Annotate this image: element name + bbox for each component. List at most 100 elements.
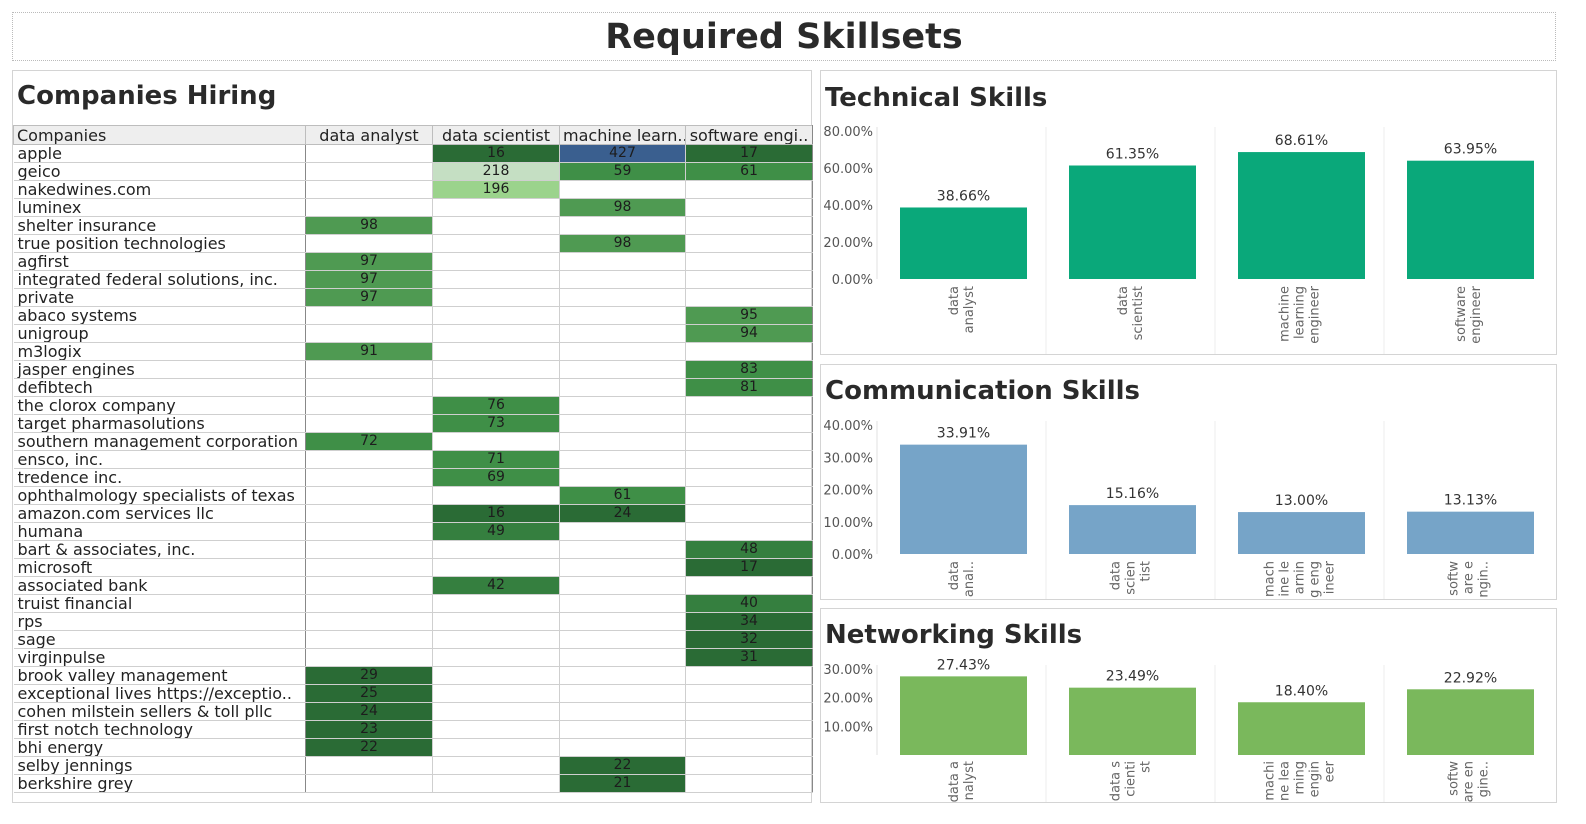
heatmap-cell bbox=[432, 774, 560, 793]
table-row: cohen milstein sellers & toll pllc 24 bbox=[13, 702, 813, 721]
heatmap-cell: 73 bbox=[432, 414, 560, 433]
bar bbox=[1069, 687, 1196, 755]
heatmap-cell: 40 bbox=[685, 594, 813, 613]
category-tick-line: nalyst bbox=[962, 761, 977, 800]
company-name: sage bbox=[13, 630, 306, 649]
company-name: jasper engines bbox=[13, 360, 306, 379]
category-tick-line: st bbox=[1139, 761, 1154, 773]
y-tick-label: 10.00% bbox=[823, 516, 873, 531]
heatmap-cell bbox=[685, 738, 813, 757]
category-tick-line: cienti bbox=[1124, 761, 1139, 797]
heatmap-cell: 24 bbox=[559, 504, 686, 523]
category-tick-line: engin bbox=[1308, 761, 1323, 797]
bar-value-label: 22.92% bbox=[1444, 670, 1497, 686]
y-tick-label: 40.00% bbox=[823, 199, 873, 214]
category-tick-line: tist bbox=[1139, 561, 1154, 582]
heatmap-cell: 17 bbox=[685, 558, 813, 577]
heatmap-cell bbox=[685, 684, 813, 703]
y-tick-label: 0.00% bbox=[832, 273, 873, 288]
category-tick-line: data a bbox=[947, 761, 962, 802]
heatmap-cell bbox=[685, 342, 813, 361]
technical-skills-chart: 0.00%20.00%40.00%60.00%80.00%38.66%data a… bbox=[823, 125, 1534, 354]
table-row: first notch technology 23 bbox=[13, 720, 813, 739]
table-row: jasper engines 83 bbox=[13, 360, 813, 379]
table-row: amazon.com services llc 16 24 bbox=[13, 504, 813, 523]
heatmap-cell bbox=[305, 540, 433, 559]
heatmap-cell bbox=[305, 144, 433, 163]
category-tick-line: data bbox=[947, 561, 962, 590]
heatmap-cell bbox=[432, 270, 560, 289]
company-name: nakedwines.com bbox=[13, 180, 306, 199]
table-row: brook valley management 29 bbox=[13, 666, 813, 685]
heatmap-cell bbox=[559, 738, 686, 757]
company-name: shelter insurance bbox=[13, 216, 306, 235]
category-tick-line: data bbox=[1109, 561, 1124, 590]
bar-value-label: 13.13% bbox=[1444, 493, 1497, 509]
bar bbox=[900, 444, 1027, 554]
heatmap-cell bbox=[305, 324, 433, 343]
heatmap-cell bbox=[685, 504, 813, 523]
company-name: southern management corporation bbox=[13, 432, 306, 451]
y-tick-label: 10.00% bbox=[823, 720, 873, 735]
dashboard-title-box: Required Skillsets bbox=[12, 12, 1556, 61]
y-tick-label: 30.00% bbox=[823, 663, 873, 678]
heatmap-cell bbox=[305, 576, 433, 595]
company-name: integrated federal solutions, inc. bbox=[13, 270, 306, 289]
table-row: berkshire grey 21 bbox=[13, 774, 813, 793]
heatmap-cell bbox=[685, 666, 813, 685]
heatmap-cell: 97 bbox=[305, 270, 433, 289]
y-tick-label: 0.00% bbox=[832, 548, 873, 563]
category-tick-line: data bbox=[1116, 286, 1131, 315]
table-row: rps 34 bbox=[13, 612, 813, 631]
networking-skills-chart: 10.00% 20.00% 30.00% 27.43% data a nalyst 23.4… bbox=[823, 657, 1534, 802]
column-header-1: data analyst bbox=[305, 125, 433, 145]
heatmap-cell bbox=[432, 594, 560, 613]
heatmap-cell bbox=[685, 270, 813, 289]
heatmap-cell bbox=[559, 468, 686, 487]
heatmap-cell: 17 bbox=[685, 144, 813, 163]
heatmap-cell: 83 bbox=[685, 360, 813, 379]
category-tick-line: engineer bbox=[1308, 285, 1323, 343]
communication-skills-chart: 0.00%10.00%20.00%30.00%40.00% 33.91%data a… bbox=[823, 419, 1534, 599]
heatmap-cell bbox=[305, 468, 433, 487]
bar-value-label: 33.91% bbox=[937, 426, 990, 442]
category-tick-line: learning bbox=[1293, 286, 1308, 339]
company-name: luminex bbox=[13, 198, 306, 217]
company-name: defibtech bbox=[13, 378, 306, 397]
heatmap-cell bbox=[685, 198, 813, 217]
table-row: bart & associates, inc. 48 bbox=[13, 540, 813, 559]
heatmap-cell bbox=[559, 702, 686, 721]
heatmap-cell bbox=[305, 234, 433, 253]
table-row: apple 16 427 17 bbox=[13, 144, 813, 163]
heatmap-cell bbox=[559, 360, 686, 379]
category-tick-line: scientist bbox=[1131, 286, 1146, 340]
heatmap-cell bbox=[685, 252, 813, 271]
table-row: abaco systems 95 bbox=[13, 306, 813, 325]
heatmap-cell bbox=[559, 720, 686, 739]
heatmap-cell bbox=[305, 450, 433, 469]
heatmap-cell: 218 bbox=[432, 162, 560, 181]
table-row: nakedwines.com 196 bbox=[13, 180, 813, 199]
heatmap-cell bbox=[685, 180, 813, 199]
bar bbox=[1238, 702, 1365, 755]
category-tick-line: analyst bbox=[962, 286, 977, 333]
y-tick-label: 20.00% bbox=[823, 692, 873, 707]
heatmap-cell bbox=[432, 306, 560, 325]
heatmap-cell: 29 bbox=[305, 666, 433, 685]
heatmap-cell: 59 bbox=[559, 162, 686, 181]
heatmap-cell bbox=[559, 522, 686, 541]
heatmap-cell bbox=[432, 216, 560, 235]
heatmap-cell bbox=[559, 666, 686, 685]
heatmap-cell: 49 bbox=[432, 522, 560, 541]
heatmap-cell: 72 bbox=[305, 432, 433, 451]
company-name: selby jennings bbox=[13, 756, 306, 775]
heatmap-cell bbox=[559, 414, 686, 433]
heatmap-cell bbox=[432, 738, 560, 757]
heatmap-cell bbox=[432, 666, 560, 685]
category-tick-line: data s bbox=[1109, 761, 1124, 801]
category-tick-label: data a nalyst bbox=[947, 761, 977, 802]
bar bbox=[1238, 152, 1365, 279]
company-name: first notch technology bbox=[13, 720, 306, 739]
heatmap-cell: 61 bbox=[559, 486, 686, 505]
